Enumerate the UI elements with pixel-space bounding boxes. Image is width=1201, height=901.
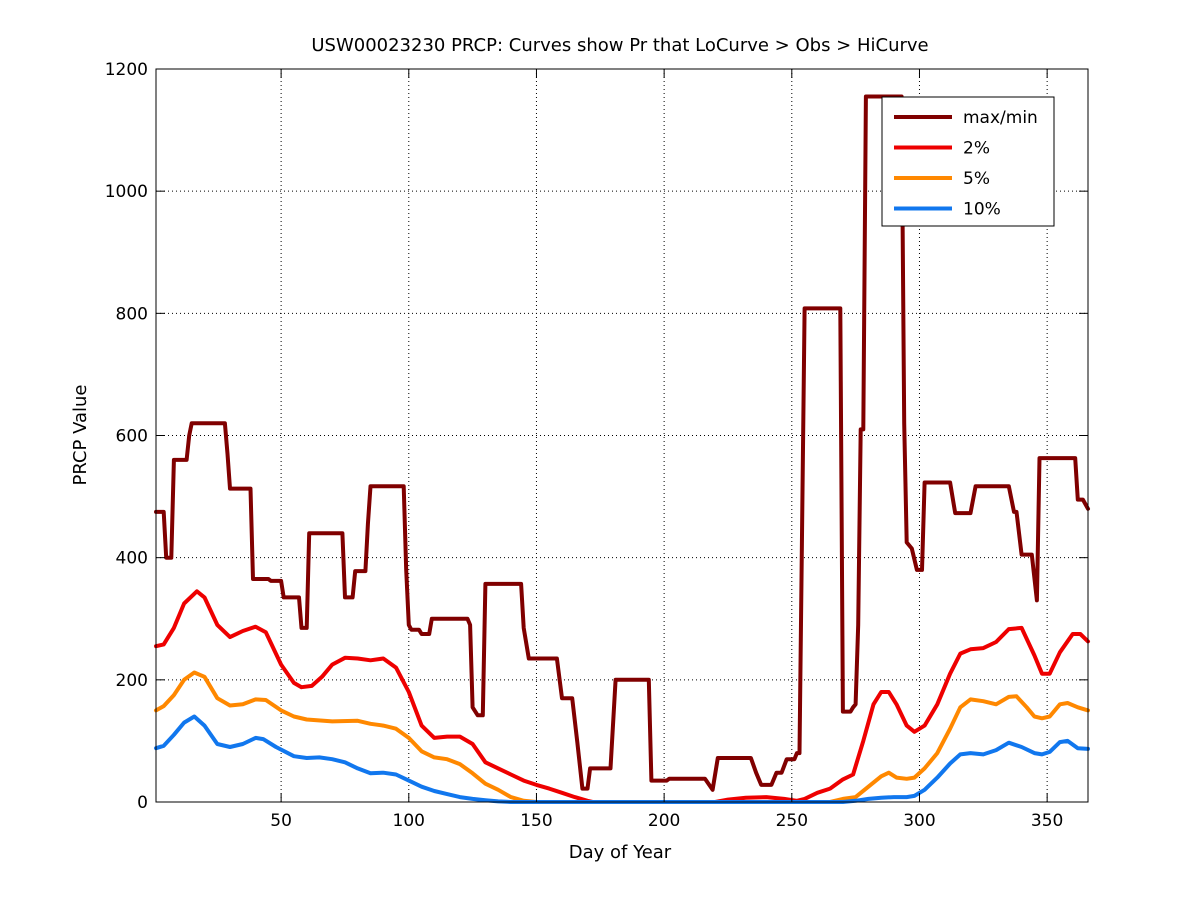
x-tick-label: 250 [776, 811, 808, 831]
x-tick-label: 100 [393, 811, 425, 831]
y-tick-label: 0 [137, 793, 148, 813]
legend-label: 2% [963, 139, 990, 159]
series-line-2 [154, 589, 1090, 804]
y-tick-label: 400 [116, 549, 148, 569]
x-tick-label: 300 [903, 811, 935, 831]
legend-label: 5% [963, 169, 990, 189]
series-layer [154, 94, 1090, 804]
x-tick-label: 350 [1031, 811, 1063, 831]
y-tick-label: 200 [116, 671, 148, 691]
legend-label: 10% [963, 200, 1001, 220]
legend-label: max/min [963, 108, 1038, 128]
x-axis-label: Day of Year [569, 842, 672, 863]
x-tick-label: 150 [520, 811, 552, 831]
axis-ticks: 50 100 150 200 250 300 350 0 200 400 600 800 1000 120… [105, 60, 1088, 831]
x-tick-label: 200 [648, 811, 680, 831]
y-tick-label: 1200 [105, 60, 148, 80]
y-axis-label: PRCP Value [70, 384, 91, 485]
legend: max/min 2% 5% 10% [881, 96, 1055, 227]
x-tick-label: 50 [270, 811, 292, 831]
chart-title: USW00023230 PRCP: Curves show Pr that Lo… [311, 35, 928, 56]
y-tick-label: 1000 [105, 182, 148, 202]
series-line-10 [154, 714, 1090, 804]
y-tick-label: 800 [116, 304, 148, 324]
series-line-max-min [154, 94, 1090, 792]
y-tick-label: 600 [116, 427, 148, 447]
series-line-5 [154, 670, 1090, 804]
